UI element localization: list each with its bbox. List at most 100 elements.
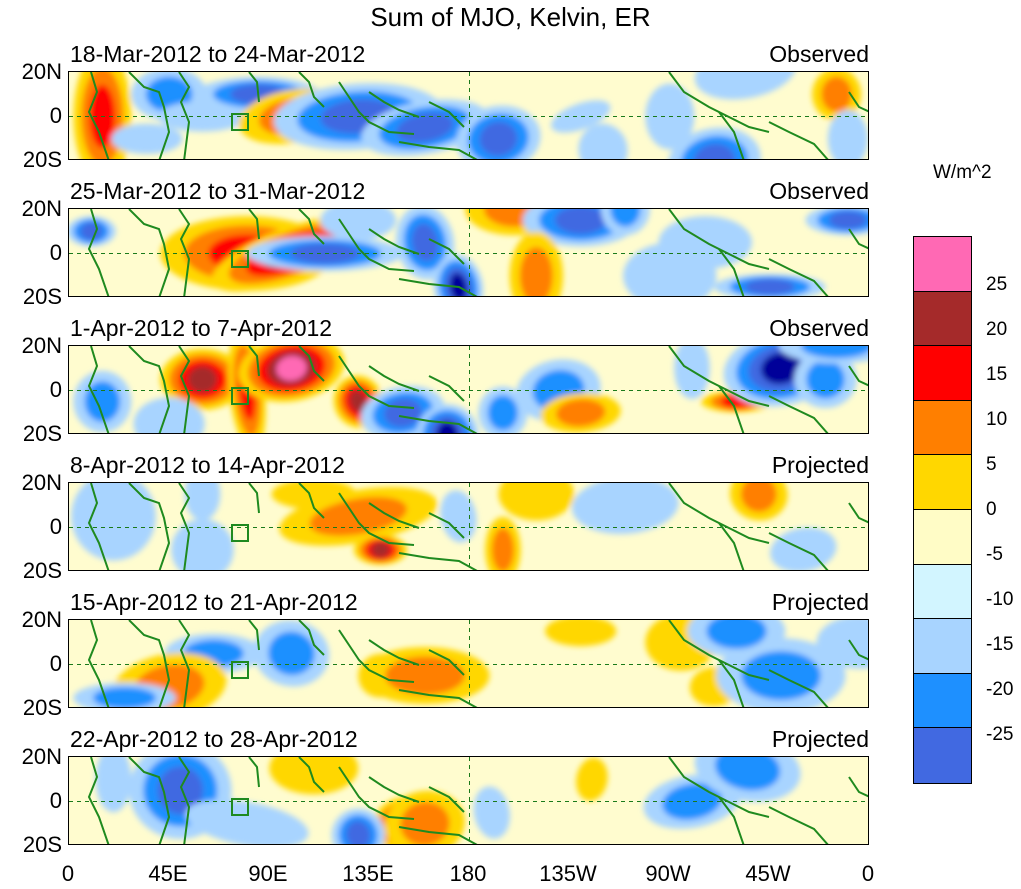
region-box-marker xyxy=(231,798,249,816)
coastline-segment xyxy=(178,620,191,707)
anomaly-contour xyxy=(346,821,371,844)
heatmap-panel xyxy=(68,482,869,571)
colorbar-swatch xyxy=(914,291,971,347)
coastline-segment xyxy=(298,757,325,793)
coastline-segment xyxy=(398,415,478,433)
anomaly-contour xyxy=(436,421,459,433)
x-tick-label: 90W xyxy=(645,861,691,886)
anomaly-contour xyxy=(680,135,748,159)
coastline-segment xyxy=(848,228,868,250)
coastlines xyxy=(87,72,868,159)
coastline-segment xyxy=(248,72,260,103)
y-tick-label: 0 xyxy=(49,377,62,402)
anomaly-contour xyxy=(706,620,767,649)
heatmap-svg xyxy=(69,346,868,433)
coastline-segment xyxy=(848,91,868,113)
panel-status-label: Projected xyxy=(771,726,869,752)
panel-status-label: Projected xyxy=(771,589,869,615)
y-tick-label: 20N xyxy=(21,59,62,84)
panel-date-range: 8-Apr-2012 to 14-Apr-2012 xyxy=(70,452,345,478)
anomaly-contour xyxy=(473,786,510,839)
anomaly-contour xyxy=(610,209,641,227)
y-tick-label: 20S xyxy=(22,284,62,309)
y-tick-label: 20N xyxy=(21,196,62,221)
y-tick-label: 20N xyxy=(21,333,62,358)
anomaly-contour xyxy=(770,527,837,570)
coastline-segment xyxy=(768,258,829,296)
heatmap-panel xyxy=(68,756,869,845)
y-tick-label: 20S xyxy=(22,558,62,583)
anomaly-contour xyxy=(576,757,608,801)
coastline-segment xyxy=(768,806,829,844)
y-tick-label: 20S xyxy=(22,832,62,857)
coastline-segment xyxy=(178,209,191,296)
coastline-segment xyxy=(398,141,478,159)
x-tick-label: 180 xyxy=(449,861,487,886)
coastline-segment xyxy=(338,492,415,546)
anomaly-contour xyxy=(385,656,465,695)
anomaly-contour xyxy=(111,123,183,154)
coastlines xyxy=(87,757,868,844)
heatmap-svg xyxy=(69,483,868,570)
anomaly-contour xyxy=(187,366,218,393)
colorbar-swatch xyxy=(914,673,971,729)
heatmap-svg xyxy=(69,209,868,296)
coastline-segment xyxy=(87,483,110,570)
coastline-segment xyxy=(768,669,829,707)
coastline-segment xyxy=(87,757,110,844)
coastline-segment xyxy=(87,346,110,433)
anomaly-contour xyxy=(571,483,679,534)
colorbar-label: -10 xyxy=(986,589,1014,610)
anomaly-contour xyxy=(95,757,132,813)
x-tick-label: 0 xyxy=(861,861,875,886)
heatmap-svg xyxy=(69,620,868,707)
anomaly-contour xyxy=(290,243,360,264)
panel-date-range: 25-Mar-2012 to 31-Mar-2012 xyxy=(70,178,366,204)
anomaly-contour xyxy=(349,390,368,413)
panel-status-label: Observed xyxy=(769,315,869,341)
heatmap-svg xyxy=(69,72,868,159)
anomaly-contour xyxy=(184,483,221,521)
region-box-marker xyxy=(231,661,249,679)
anomaly-contour xyxy=(400,801,450,844)
anomaly-contour xyxy=(487,395,518,431)
colorbar xyxy=(913,236,972,784)
coastline-segment xyxy=(398,278,478,296)
coastline-segment xyxy=(398,826,478,844)
coastline-segment xyxy=(368,502,420,529)
coastline-segment xyxy=(718,385,745,433)
colorbar-label: 20 xyxy=(986,319,1008,340)
colorbar-label: 10 xyxy=(986,409,1008,430)
coastline-segment xyxy=(368,228,420,255)
y-tick-label: 20N xyxy=(21,744,62,769)
anomaly-contour xyxy=(578,123,628,159)
anomaly-contour xyxy=(276,355,307,381)
coastline-segment xyxy=(128,72,171,159)
coastline-segment xyxy=(248,757,260,788)
anomaly-contour xyxy=(827,110,868,159)
y-tick-label: 0 xyxy=(49,651,62,676)
coastline-segment xyxy=(428,101,465,128)
panel-status-label: Projected xyxy=(771,452,869,478)
coastline-segment xyxy=(298,209,325,245)
anomaly-contour xyxy=(429,415,465,433)
coastline-segment xyxy=(718,522,745,570)
anomaly-contour xyxy=(801,346,868,359)
anomaly-contour xyxy=(309,496,407,536)
heatmap-panel xyxy=(68,71,869,160)
x-tick-label: 135W xyxy=(539,861,597,886)
anomaly-contour xyxy=(269,757,359,795)
anomaly-contour xyxy=(545,620,617,647)
anomaly-contour xyxy=(371,541,390,558)
heatmap-panel xyxy=(68,345,869,434)
anomaly-contour xyxy=(171,519,234,570)
anomaly-contour xyxy=(693,143,735,159)
y-tick-label: 20S xyxy=(22,421,62,446)
anomaly-contour xyxy=(84,381,121,422)
panel-status-label: Observed xyxy=(769,41,869,67)
coastlines xyxy=(87,483,868,570)
colorbar-swatch xyxy=(914,346,971,401)
coastline-segment xyxy=(248,346,260,377)
anomaly-contour xyxy=(551,100,611,133)
x-tick-label: 135E xyxy=(342,861,394,886)
